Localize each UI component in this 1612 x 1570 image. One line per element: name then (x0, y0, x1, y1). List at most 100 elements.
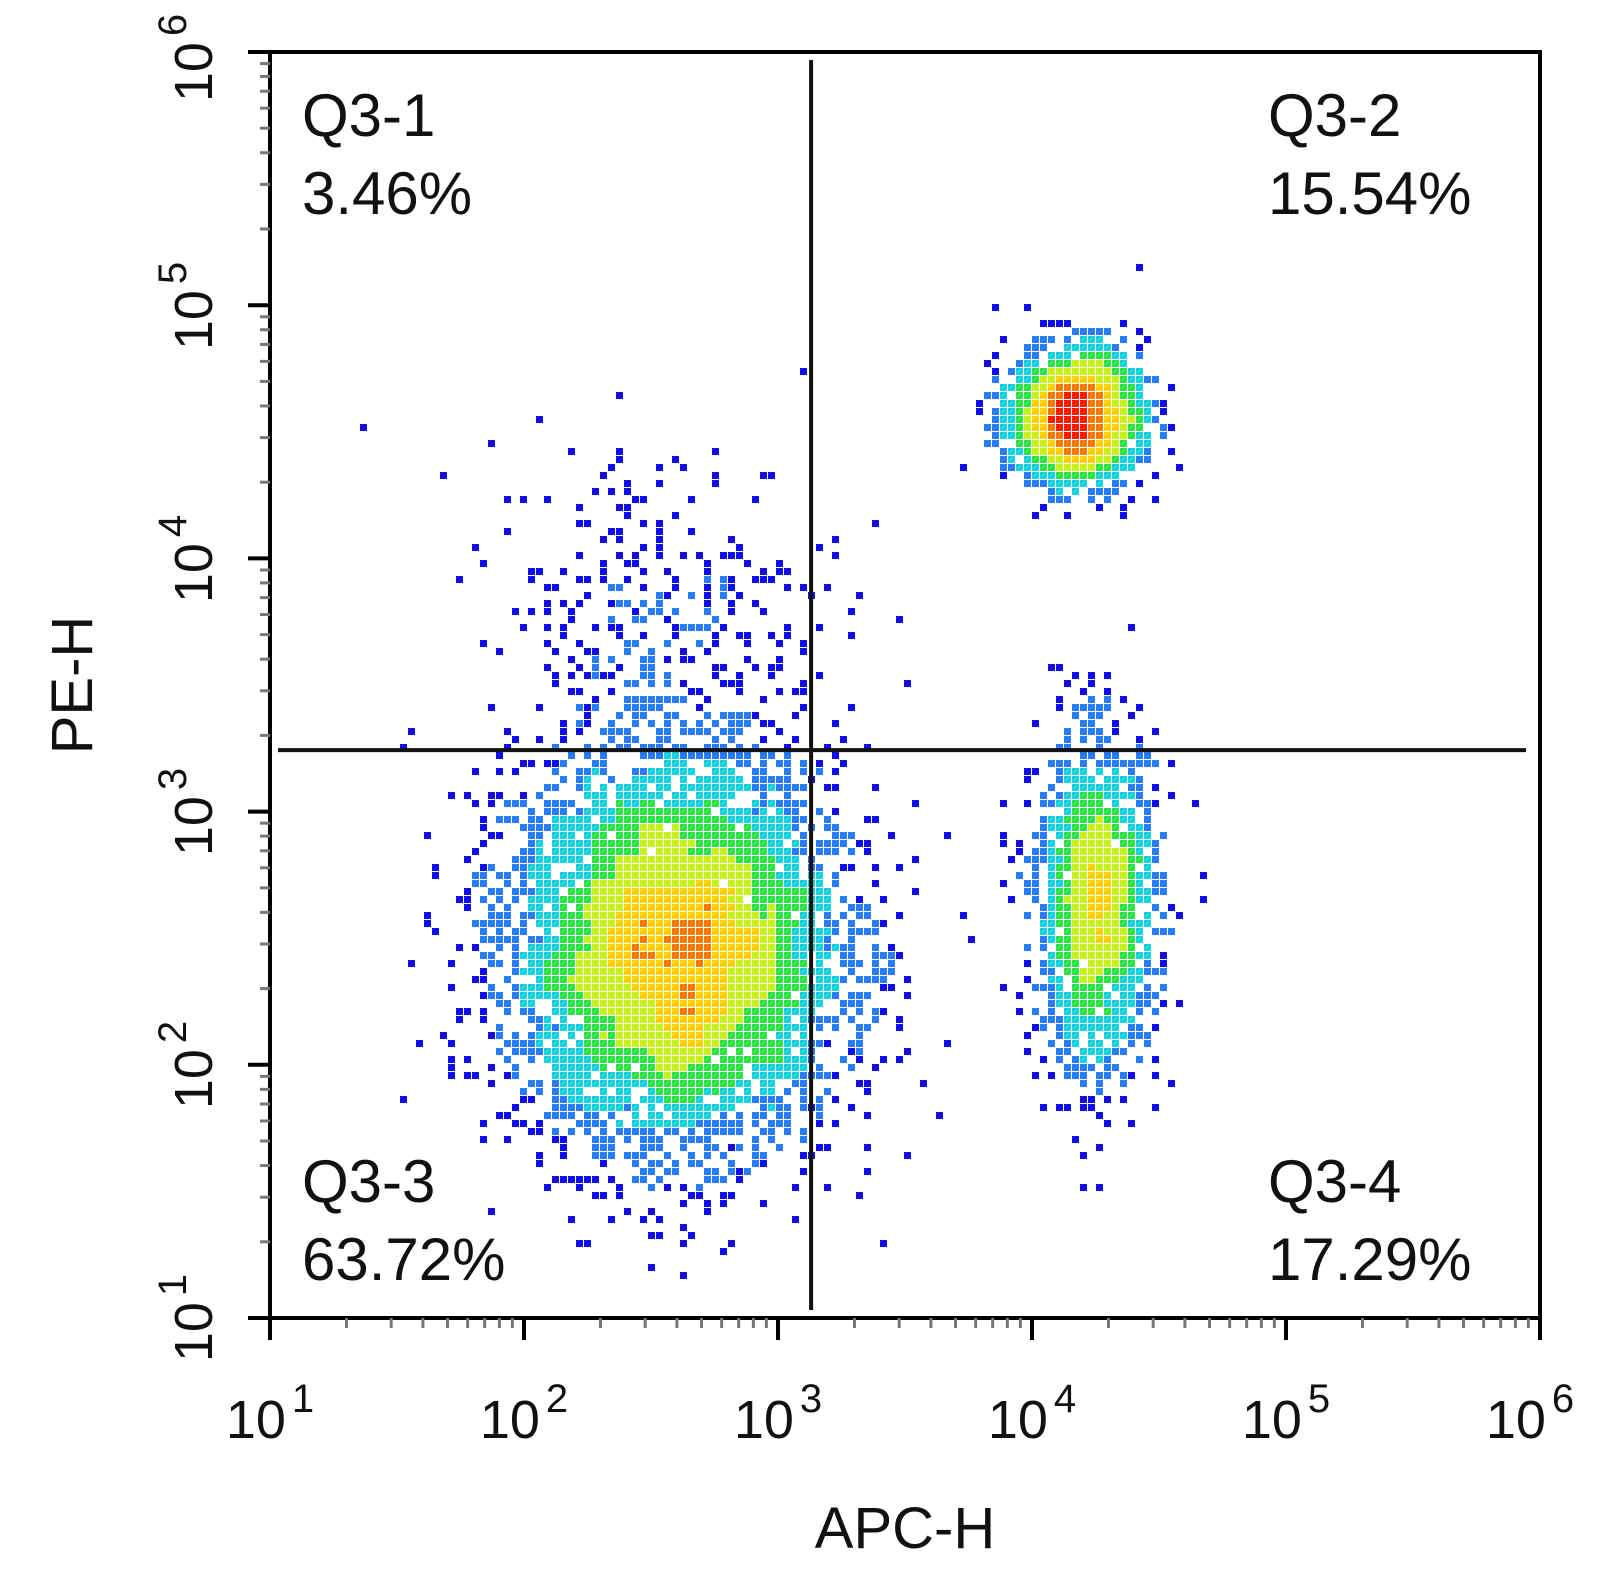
density-point (592, 800, 599, 807)
density-point (1064, 800, 1071, 807)
density-point (1104, 760, 1111, 767)
density-point (1120, 936, 1127, 943)
density-point (664, 752, 671, 759)
density-point (720, 1088, 727, 1095)
density-point (736, 1128, 743, 1135)
density-point (1088, 680, 1095, 687)
density-point (1040, 904, 1047, 911)
density-point (728, 1016, 735, 1023)
density-point (1128, 1120, 1135, 1127)
density-point (768, 848, 775, 855)
density-point (1096, 984, 1103, 991)
density-point (480, 864, 487, 871)
density-point (680, 800, 687, 807)
density-point (576, 912, 583, 919)
density-point (728, 712, 735, 719)
density-point (656, 520, 663, 527)
density-point (624, 992, 631, 999)
density-point (560, 800, 567, 807)
density-point (624, 696, 631, 703)
density-point (704, 576, 711, 583)
density-point (664, 840, 671, 847)
density-point (664, 1152, 671, 1159)
density-point (1136, 1032, 1143, 1039)
density-point (712, 944, 719, 951)
density-point (480, 1008, 487, 1015)
density-point (520, 496, 527, 503)
density-point (888, 968, 895, 975)
density-point (672, 888, 679, 895)
density-point (568, 976, 575, 983)
density-point (528, 1096, 535, 1103)
density-point (1064, 1064, 1071, 1071)
density-point (1144, 336, 1151, 343)
density-point (600, 1000, 607, 1007)
density-point (600, 856, 607, 863)
density-point (1048, 896, 1055, 903)
density-point (1048, 872, 1055, 879)
density-point (624, 648, 631, 655)
density-point (616, 528, 623, 535)
density-point (816, 872, 823, 879)
density-point (648, 1016, 655, 1023)
density-point (1120, 392, 1127, 399)
density-point (624, 736, 631, 743)
density-point (632, 1072, 639, 1079)
density-point (720, 1104, 727, 1111)
density-point (624, 504, 631, 511)
density-point (1096, 1024, 1103, 1031)
density-point (496, 1000, 503, 1007)
density-point (720, 752, 727, 759)
density-point (528, 960, 535, 967)
density-point (1032, 424, 1039, 431)
density-point (792, 928, 799, 935)
density-point (600, 1160, 607, 1167)
density-point (664, 944, 671, 951)
density-point (792, 1024, 799, 1031)
density-point (1144, 816, 1151, 823)
density-point (1056, 864, 1063, 871)
density-point (784, 936, 791, 943)
density-point (544, 1112, 551, 1119)
density-point (496, 944, 503, 951)
density-point (672, 928, 679, 935)
density-point (1104, 1072, 1111, 1079)
density-point (1048, 464, 1055, 471)
density-point (488, 912, 495, 919)
density-point (672, 1008, 679, 1015)
density-point (560, 976, 567, 983)
density-point (1088, 840, 1095, 847)
density-point (672, 1080, 679, 1087)
density-point (536, 1016, 543, 1023)
density-point (584, 1080, 591, 1087)
density-point (1096, 848, 1103, 855)
density-point (536, 1080, 543, 1087)
density-point (1112, 368, 1119, 375)
density-point (1104, 408, 1111, 415)
density-point (608, 776, 615, 783)
plot-frame (268, 50, 1542, 1320)
density-point (744, 784, 751, 791)
density-point (712, 888, 719, 895)
density-point (536, 1088, 543, 1095)
density-point (640, 1064, 647, 1071)
density-point (1088, 904, 1095, 911)
density-point (1104, 1032, 1111, 1039)
density-point (544, 760, 551, 767)
density-point (784, 1016, 791, 1023)
density-point (1120, 896, 1127, 903)
density-point (648, 1008, 655, 1015)
density-point (688, 928, 695, 935)
density-point (768, 632, 775, 639)
density-point (824, 944, 831, 951)
density-point (736, 752, 743, 759)
density-point (1048, 456, 1055, 463)
density-point (520, 760, 527, 767)
major-ticks (248, 50, 1542, 1340)
density-point (536, 920, 543, 927)
density-point (664, 760, 671, 767)
density-point (624, 1128, 631, 1135)
density-point (600, 1064, 607, 1071)
density-point (1072, 376, 1079, 383)
density-point (760, 472, 767, 479)
